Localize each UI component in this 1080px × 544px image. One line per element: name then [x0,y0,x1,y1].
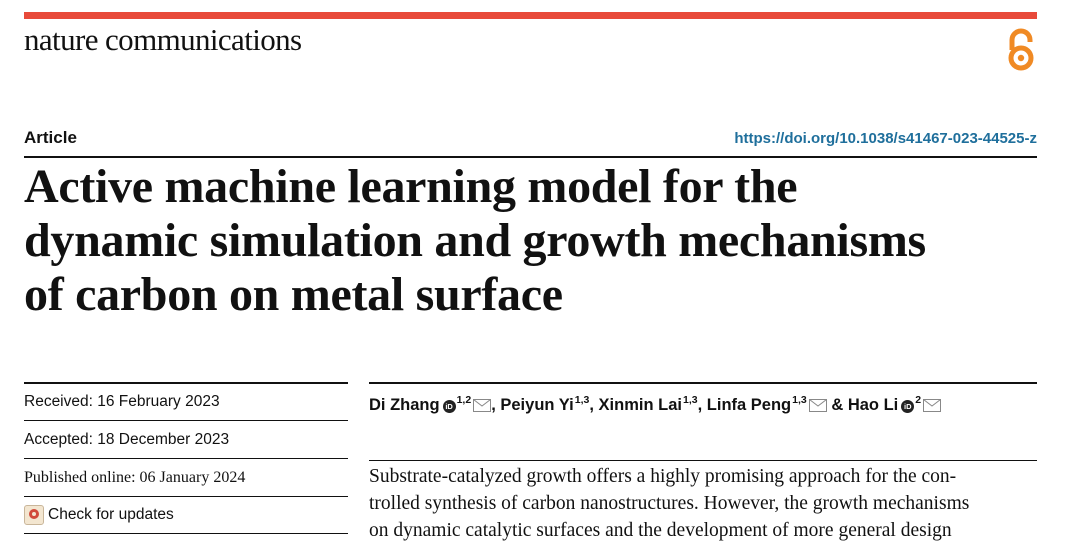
title-rule [24,156,1037,158]
accepted-date: Accepted: 18 December 2023 [24,420,348,458]
orcid-icon[interactable]: iD [442,400,456,413]
article-type-label: Article [24,128,77,147]
author-name[interactable]: Linfa Peng [706,396,792,414]
check-for-updates-button[interactable]: Check for updates [24,496,348,534]
article-title: Active machine learning model for the dy… [24,160,1054,322]
abstract-line: trolled synthesis of carbon nanostructur… [369,493,970,514]
article-dates-panel: Received: 16 February 2023 Accepted: 18 … [24,382,348,534]
check-updates-icon [24,505,44,525]
abstract: Substrate-catalyzed growth offers a high… [369,461,1037,544]
author-name[interactable]: Xinmin Lai [598,396,682,414]
check-updates-label: Check for updates [48,506,174,523]
author-name[interactable]: Di Zhang [369,396,440,414]
author-abstract-panel: Di Zhang iD1,2, Peiyun Yi1,3, Xinmin Lai1… [369,382,1037,544]
author-ampersand: & [831,396,844,414]
affiliation-ref: 1,3 [792,394,807,406]
journal-name[interactable]: nature communications [24,22,302,57]
author-separator: , [589,396,594,414]
abstract-line: Substrate-catalyzed growth offers a high… [369,466,957,487]
author-separator: , [491,396,496,414]
affiliation-ref: 1,3 [574,394,590,406]
title-line: Active machine learning model for the [24,160,798,213]
email-icon[interactable] [923,399,942,412]
author-name[interactable]: Peiyun Yi [500,396,574,414]
open-access-icon [1008,28,1034,71]
author-list: Di Zhang iD1,2, Peiyun Yi1,3, Xinmin Lai1… [369,382,1037,461]
received-date: Received: 16 February 2023 [24,382,348,420]
published-date: Published online: 06 January 2024 [24,458,348,496]
email-icon[interactable] [808,399,827,412]
doi-link[interactable]: https://doi.org/10.1038/s41467-023-44525… [734,130,1037,147]
title-line: dynamic simulation and growth mechanisms [24,214,926,267]
author-name[interactable]: Hao Li [847,396,899,414]
abstract-line: on dynamic catalytic surfaces and the de… [369,520,952,541]
affiliation-ref: 1,3 [682,394,698,406]
author-separator: , [697,396,703,414]
affiliation-ref: 2 [915,394,922,406]
title-line: of carbon on metal surface [24,268,563,321]
orcid-icon[interactable]: iD [901,400,915,413]
email-icon[interactable] [473,399,492,412]
affiliation-ref: 1,2 [456,394,472,406]
header-accent-bar [24,12,1037,19]
